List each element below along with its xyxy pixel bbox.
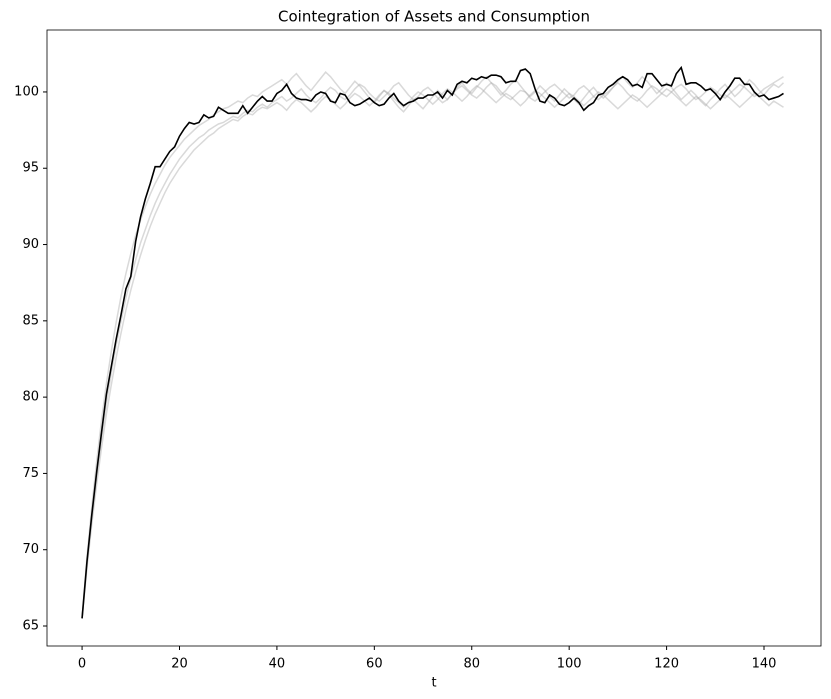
x-tick-label: 120 <box>654 657 679 672</box>
y-tick-label: 80 <box>22 390 39 405</box>
y-tick-label: 85 <box>22 313 39 328</box>
x-axis-label: t <box>431 676 436 691</box>
series-line <box>81 71 785 619</box>
x-tick-label: 140 <box>752 657 777 672</box>
y-tick-label: 75 <box>22 466 39 481</box>
x-tick-label: 100 <box>557 657 582 672</box>
chart-title: Cointegration of Assets and Consumption <box>278 8 590 26</box>
x-tick-label: 0 <box>78 657 86 672</box>
x-tick-label: 60 <box>366 657 383 672</box>
y-tick-label: 95 <box>22 161 39 176</box>
y-tick-label: 90 <box>22 237 39 252</box>
y-tick-label: 65 <box>22 619 39 634</box>
x-tick-label: 20 <box>171 657 188 672</box>
series-line <box>81 76 784 619</box>
y-tick-label: 70 <box>22 542 39 557</box>
y-tick-label: 100 <box>14 84 39 99</box>
x-tick-label: 40 <box>269 657 286 672</box>
series-line <box>81 65 784 619</box>
x-tick-label: 80 <box>463 657 480 672</box>
plot-frame <box>46 29 822 647</box>
series-line <box>81 84 784 619</box>
